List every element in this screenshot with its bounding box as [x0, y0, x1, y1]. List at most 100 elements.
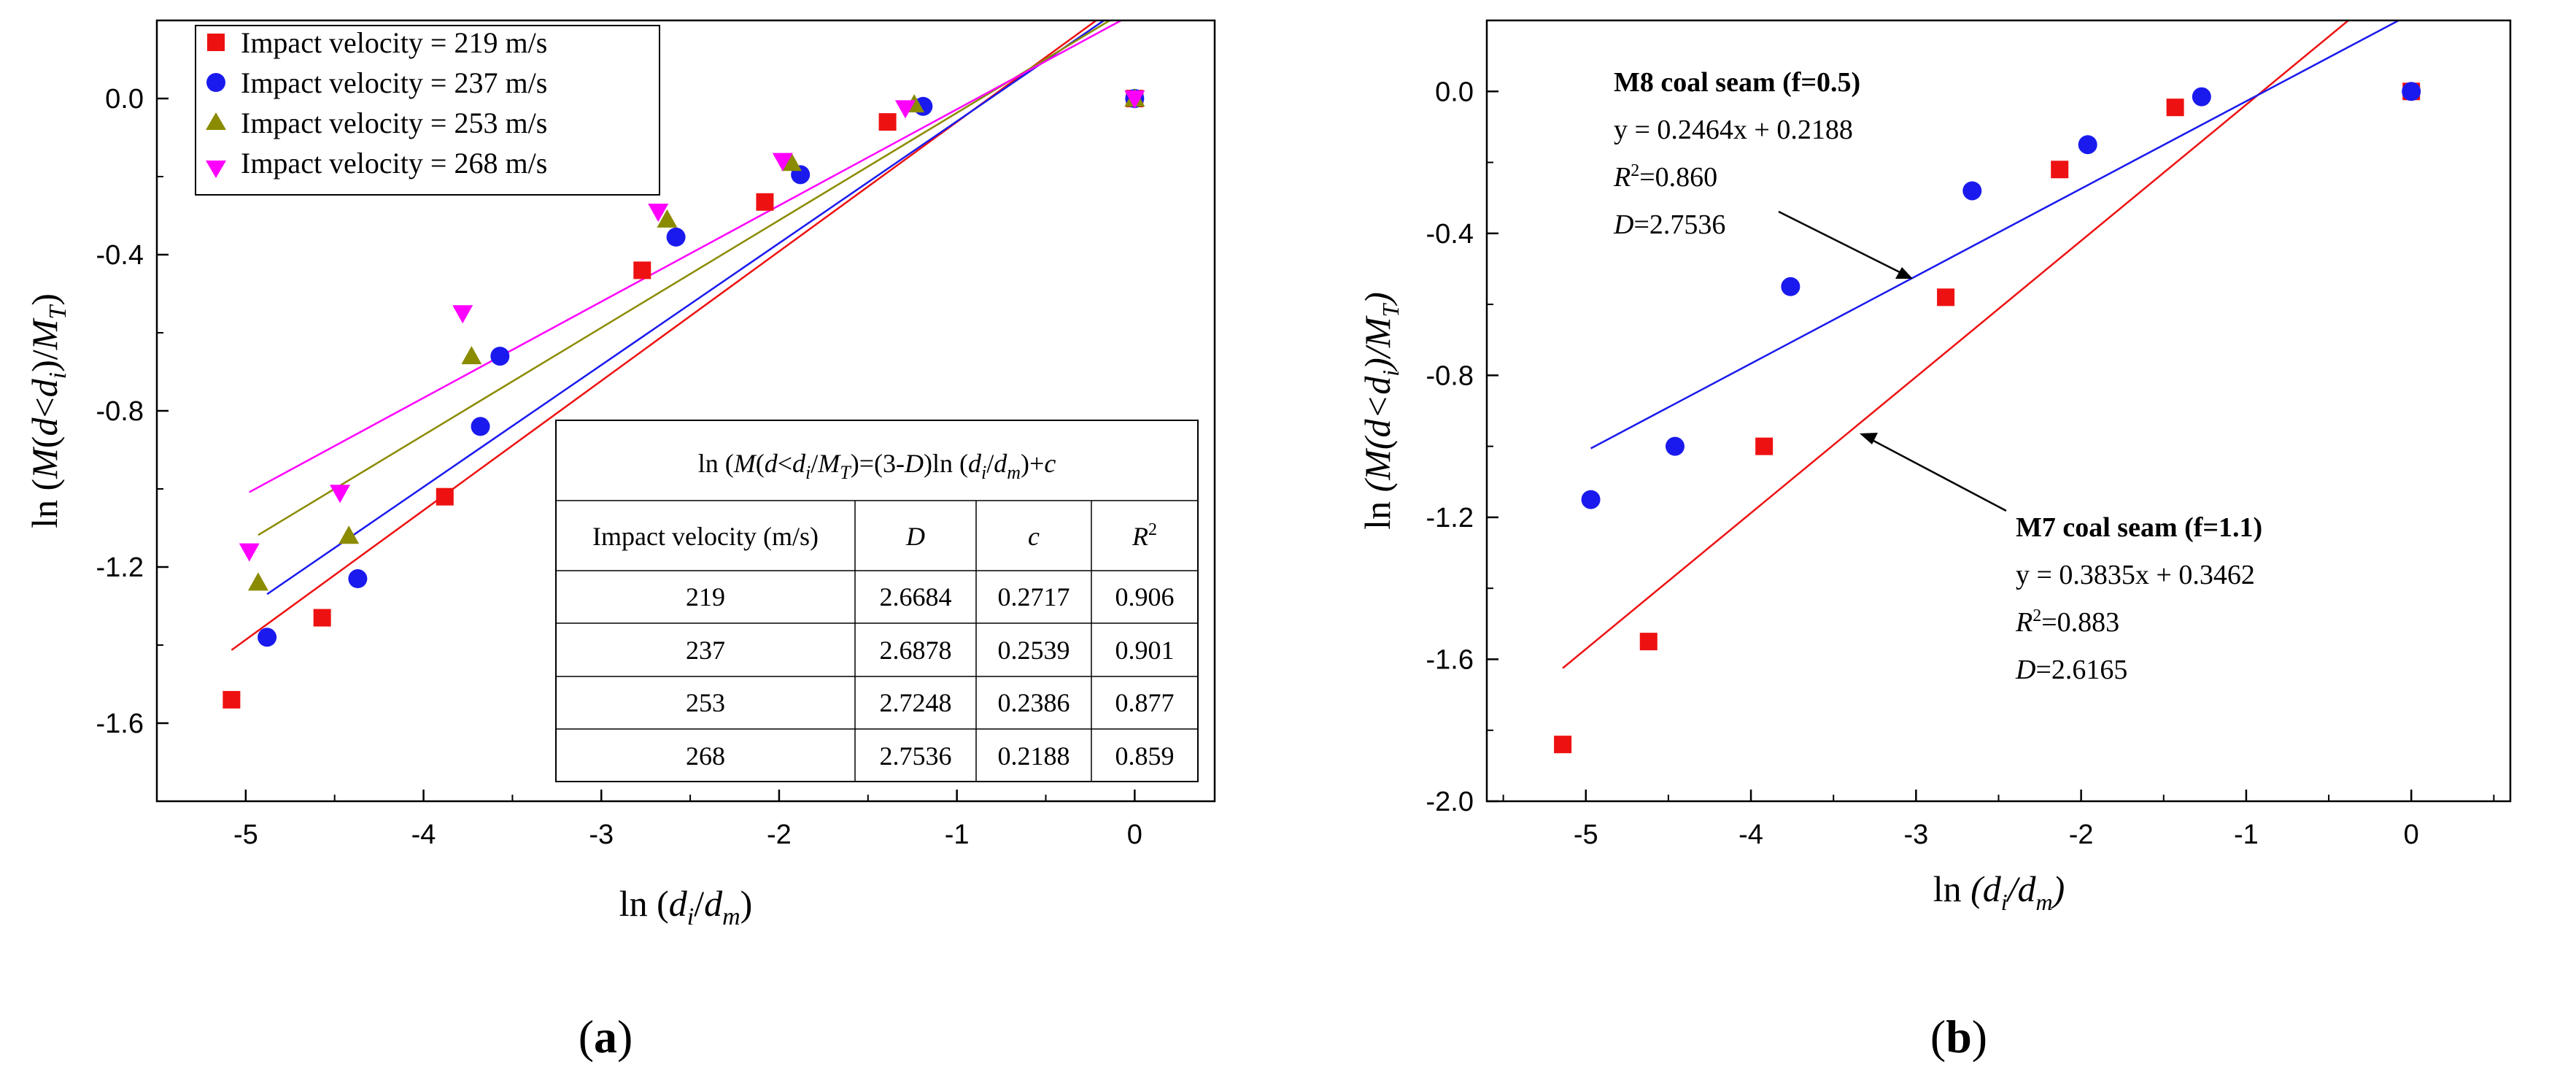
annotation-m7-r2: R2=0.883: [2015, 606, 2119, 638]
table-cell: 0.2188: [998, 741, 1070, 771]
data-point-series-3: [239, 543, 260, 562]
data-point-series-0: [223, 690, 241, 709]
table-header-velocity: Impact velocity (m/s): [592, 522, 819, 551]
data-point-series-0: [633, 261, 651, 279]
data-point-series-0: [436, 487, 454, 506]
data-point-series-2: [657, 209, 678, 228]
fit-line-series-3: [249, 20, 1123, 493]
panel-a-data-marks: [223, 20, 1145, 709]
x-tick-label: -3: [589, 819, 614, 850]
data-point-series-1: [666, 227, 686, 247]
x-tick-label: 0: [2404, 819, 2419, 850]
fit-line-series-2: [258, 20, 1112, 536]
legend-marker-square: [207, 34, 225, 51]
panel-a-y-axis-title: ln (M(d<di)/MT): [24, 293, 71, 528]
panel-b-y-axis-title: ln (M(d<di)/MT): [1357, 292, 1404, 530]
annotation-m8-r2: R2=0.860: [1613, 161, 1717, 193]
table-cell: 0.2717: [998, 582, 1070, 612]
data-point-series-3: [330, 485, 351, 504]
table-cell: 0.2386: [998, 688, 1070, 717]
legend-marker-circle: [206, 73, 225, 92]
table-header-r2: R2: [1132, 520, 1157, 551]
table-cell: 2.6684: [880, 582, 952, 612]
data-point-series-1: [2078, 135, 2097, 155]
annotation-m7-r2-value: =0.883: [2041, 607, 2119, 638]
data-point-series-1: [1962, 181, 1982, 201]
annotation-m8-title: M8 coal seam (f=0.5): [1614, 67, 1860, 98]
table-cell: 237: [686, 636, 725, 665]
data-point-series-3: [1124, 90, 1145, 109]
data-point-series-2: [781, 153, 802, 171]
table-cell: 268: [686, 741, 725, 771]
data-point-series-3: [894, 100, 916, 119]
y-tick-label: -1.6: [1426, 644, 1474, 675]
data-point-series-2: [339, 525, 360, 544]
legend-item-237: Impact velocity = 237 m/s: [206, 66, 547, 99]
x-tick-label: -2: [2069, 819, 2094, 850]
table-cell: 2.7536: [880, 741, 952, 771]
data-point-series-0: [1554, 736, 1572, 754]
data-point-series-0: [2166, 99, 2184, 117]
y-tick-label: 0.0: [105, 84, 144, 115]
fit-line-series-1: [1590, 20, 2401, 450]
annotation-m8-d: D=2.7536: [1613, 209, 1725, 240]
annotation-m8-arrowhead: [1895, 267, 1913, 279]
data-point-series-2: [461, 346, 482, 365]
y-tick-label: -0.4: [1426, 219, 1474, 250]
data-point-series-3: [648, 204, 669, 223]
legend-marker-triangle-up: [206, 112, 226, 130]
x-tick-label: -4: [411, 819, 436, 850]
panel-b-data-marks: [1554, 20, 2421, 754]
x-tick-label: -4: [1738, 819, 1763, 850]
legend-label: Impact velocity = 237 m/s: [241, 66, 547, 99]
legend-frame: [195, 25, 660, 196]
x-tick-label: -5: [233, 819, 258, 850]
panel-a-x-axis-title: ln (di/dm): [619, 883, 753, 930]
data-point-series-1: [2402, 82, 2421, 101]
panel-b-ticks: -5 -4 -3 -2 -1 0 0.0 -0.4 -0.8 -1.2 -1.6 -2.0: [1426, 20, 2495, 850]
panel-a-inset-table: ln (M(d<di/MT)=(3-D)ln (di/dm)+c Impact …: [555, 420, 1199, 782]
y-tick-label: -2.0: [1426, 787, 1474, 817]
table-cell: 253: [686, 688, 725, 717]
panel-b: -5 -4 -3 -2 -1 0 0.0 -0.4 -0.8 -1.2 -1.6 -2.0 ln (d…: [1357, 19, 2512, 1062]
table-cell: 2.6878: [880, 636, 952, 665]
y-tick-label: -0.4: [96, 240, 144, 271]
y-tick-label: -1.2: [1426, 503, 1474, 533]
panel-b-x-axis-title: ln (di/dm): [1933, 868, 2065, 915]
table-cell: 219: [686, 582, 725, 612]
legend-item-253: Impact velocity = 253 m/s: [206, 107, 547, 139]
panel-a-ticks: -5 -4 -3 -2 -1 0 0.0 -0.4 -0.8 -1.2 -1.6: [96, 20, 1142, 850]
data-point-series-0: [1755, 437, 1774, 455]
x-tick-label: -1: [2234, 819, 2259, 850]
data-point-series-1: [348, 569, 368, 589]
data-point-series-0: [1639, 633, 1658, 651]
data-point-series-1: [2192, 87, 2211, 107]
data-point-series-0: [2051, 161, 2069, 179]
table-equation: ln (M(d<di/MT)=(3-D)ln (di/dm)+c: [698, 449, 1056, 483]
table-cell: 0.859: [1115, 741, 1175, 771]
table-header-d: D: [905, 522, 925, 551]
legend-label: Impact velocity = 253 m/s: [241, 107, 547, 139]
data-point-series-0: [1937, 288, 1955, 306]
data-point-series-2: [247, 572, 268, 591]
data-point-series-3: [772, 153, 793, 171]
y-tick-label: -0.8: [96, 396, 144, 427]
table-header-c: c: [1028, 522, 1040, 551]
x-tick-label: 0: [1127, 819, 1142, 850]
annotation-m7-d: D=2.6165: [2015, 655, 2127, 685]
data-point-series-1: [471, 417, 490, 436]
data-point-series-0: [756, 193, 774, 211]
data-point-series-0: [878, 113, 897, 131]
legend-label: Impact velocity = 219 m/s: [241, 26, 547, 59]
annotation-m7-arrowhead: [1860, 433, 1878, 444]
annotation-m7-d-value: =2.6165: [2035, 655, 2127, 685]
x-tick-label: -2: [767, 819, 792, 850]
x-tick-label: -3: [1903, 819, 1928, 850]
y-tick-label: -0.8: [1426, 360, 1474, 391]
panel-b-label: (b): [1930, 1011, 1987, 1062]
annotation-m8-equation: y = 0.2464x + 0.2188: [1614, 115, 1853, 145]
panel-a-label: (a): [579, 1011, 633, 1062]
annotation-m8-arrow: [1778, 210, 1911, 279]
fit-line-series-0: [1562, 20, 2350, 669]
